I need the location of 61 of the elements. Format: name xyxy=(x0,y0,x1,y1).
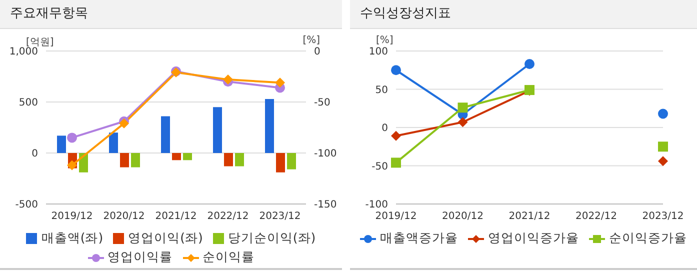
x-tick-label: 2020/12 xyxy=(103,211,145,222)
point xyxy=(67,132,77,143)
bar xyxy=(287,153,296,170)
bar xyxy=(183,153,192,160)
point xyxy=(391,130,401,141)
bar xyxy=(109,132,118,153)
point xyxy=(458,117,468,128)
bar xyxy=(57,136,66,153)
y2-tick-label: 0 xyxy=(314,46,320,58)
bar xyxy=(120,153,129,168)
point xyxy=(391,65,401,76)
y-tick-label: 100 xyxy=(368,46,388,58)
bar xyxy=(131,153,140,168)
chart-title: 수익성장성지표 xyxy=(350,0,697,29)
x-tick-label: 2022/12 xyxy=(207,211,249,222)
point xyxy=(658,156,668,166)
y-tick-label: -50 xyxy=(372,161,388,172)
point xyxy=(524,59,534,70)
bar xyxy=(161,116,170,153)
y-tick-label: -500 xyxy=(15,200,38,211)
y-axis-title: [억원] xyxy=(26,36,54,48)
bar xyxy=(276,153,285,172)
y-tick-label: 0 xyxy=(382,123,388,134)
point xyxy=(275,78,285,88)
y-tick-label: -100 xyxy=(365,200,388,211)
legend-label: 매출액(좌) xyxy=(40,230,104,247)
y-tick-label: 50 xyxy=(375,84,388,96)
legend-label: 순이익증가율 xyxy=(608,230,687,247)
legend-label: 당기순이익(좌) xyxy=(226,230,316,247)
legend-label: 영업이익증가율 xyxy=(487,230,579,247)
y-axis-title: [%] xyxy=(376,35,394,46)
x-tick-label: 2021/12 xyxy=(508,211,550,222)
legend-label: 영업이익(좌) xyxy=(127,230,203,247)
y-tick-label: 500 xyxy=(18,98,38,109)
x-tick-label: 2021/12 xyxy=(155,211,197,222)
x-tick-label: 2022/12 xyxy=(575,211,618,222)
y2-tick-label: -50 xyxy=(314,98,330,109)
point xyxy=(658,142,668,152)
x-tick-label: 2019/12 xyxy=(51,211,93,222)
legend-label: 매출액증가율 xyxy=(379,230,458,247)
bar xyxy=(172,153,181,160)
bar xyxy=(235,153,244,166)
y2-tick-label: -100 xyxy=(314,148,337,160)
y2-axis-title: [%] xyxy=(302,35,320,46)
x-tick-label: 2023/12 xyxy=(259,211,301,222)
bar xyxy=(224,153,233,166)
point xyxy=(391,158,401,168)
x-tick-label: 2019/12 xyxy=(375,211,417,222)
chart-title: 주요재무항목 xyxy=(0,0,342,29)
x-tick-label: 2020/12 xyxy=(442,211,484,222)
point xyxy=(458,102,468,113)
point xyxy=(658,108,668,119)
x-tick-label: 2023/12 xyxy=(642,211,684,222)
y-tick-label: 0 xyxy=(32,148,38,160)
legend-label: 영업이익률 xyxy=(106,249,172,266)
legend-label: 순이익률 xyxy=(202,249,254,266)
bar xyxy=(265,98,274,153)
y-tick-label: 1,000 xyxy=(9,46,38,58)
y2-tick-label: -150 xyxy=(314,200,337,211)
bar xyxy=(213,107,222,153)
point xyxy=(67,160,77,170)
